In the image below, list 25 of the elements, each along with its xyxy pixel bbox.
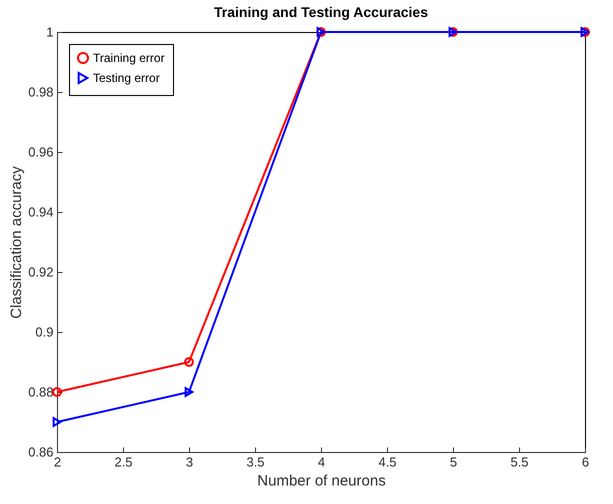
x-tick-label: 6: [582, 454, 590, 470]
point: [52, 417, 62, 427]
x-tick-label: 3.5: [246, 454, 265, 470]
y-tick-label: 0.94: [28, 204, 54, 220]
y-tick-label: 0.98: [28, 84, 54, 100]
x-tick-label: 4: [318, 454, 326, 470]
x-tick-label: 2.5: [114, 454, 133, 470]
y-tick-label: 0.92: [28, 264, 54, 280]
point: [184, 387, 194, 397]
legend-label: Testing error: [93, 71, 160, 85]
x-tick-label: 2: [54, 454, 62, 470]
y-tick-label: 0.96: [28, 144, 54, 160]
point: [184, 357, 194, 367]
y-tick-label: 0.88: [28, 384, 54, 400]
x-tick-label: 5: [450, 454, 458, 470]
y-axis-title: Classification accuracy: [8, 166, 26, 319]
legend-label: Training error: [93, 51, 165, 65]
x-axis-title: Number of neurons: [257, 472, 386, 490]
chart-title: Training and Testing Accuracies: [214, 4, 428, 20]
x-tick-label: 4.5: [378, 454, 397, 470]
y-tick-label: 0.9: [35, 324, 54, 340]
y-tick-label: 0.86: [28, 444, 54, 460]
y-tick-label: 1: [46, 24, 54, 40]
x-tick-label: 5.5: [510, 454, 529, 470]
x-tick-label: 3: [186, 454, 194, 470]
